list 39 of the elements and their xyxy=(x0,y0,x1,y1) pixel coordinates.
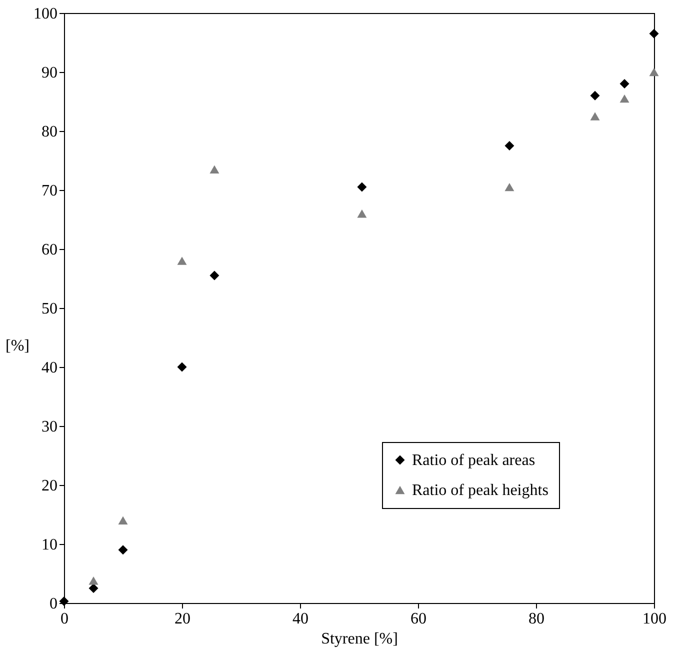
y-tick-label: 100 xyxy=(34,6,58,22)
point xyxy=(210,165,220,174)
y-tick-label: 50 xyxy=(42,300,58,318)
y-axis-title: [%] xyxy=(6,338,30,354)
y-tick-label: 30 xyxy=(42,418,58,436)
point xyxy=(649,68,659,76)
y-tick-label: 90 xyxy=(42,64,58,82)
x-tick-label: 60 xyxy=(410,610,426,628)
x-axis-title: Styrene [%] xyxy=(321,630,398,648)
point xyxy=(357,209,367,218)
point xyxy=(590,90,600,100)
point xyxy=(88,576,98,585)
y-tick-label: 80 xyxy=(42,124,58,140)
point xyxy=(504,182,514,192)
x-tick-label: 20 xyxy=(174,610,190,628)
y-tick-label: 60 xyxy=(42,242,58,258)
point xyxy=(118,545,128,555)
y-tick-label: 20 xyxy=(42,478,58,494)
x-tick-label: 100 xyxy=(642,610,666,628)
point xyxy=(59,596,69,606)
point xyxy=(649,28,659,38)
x-tick-label: 40 xyxy=(292,610,308,628)
y-tick-label: 70 xyxy=(42,182,58,200)
legend-label: Ratio of peak areas xyxy=(412,452,536,469)
point xyxy=(590,112,600,120)
point xyxy=(620,94,630,103)
point xyxy=(177,256,187,265)
y-tick-label: 0 xyxy=(50,596,58,612)
point xyxy=(118,516,128,525)
point xyxy=(357,182,367,192)
legend-label: Ratio of peak heights xyxy=(412,482,548,499)
point xyxy=(210,270,220,280)
y-tick-label: 10 xyxy=(42,536,58,554)
point xyxy=(620,79,630,89)
x-tick-label: 0 xyxy=(60,610,68,628)
point xyxy=(504,141,514,150)
y-tick-label: 40 xyxy=(42,360,58,376)
point xyxy=(177,362,187,372)
x-tick-label: 80 xyxy=(528,610,544,628)
